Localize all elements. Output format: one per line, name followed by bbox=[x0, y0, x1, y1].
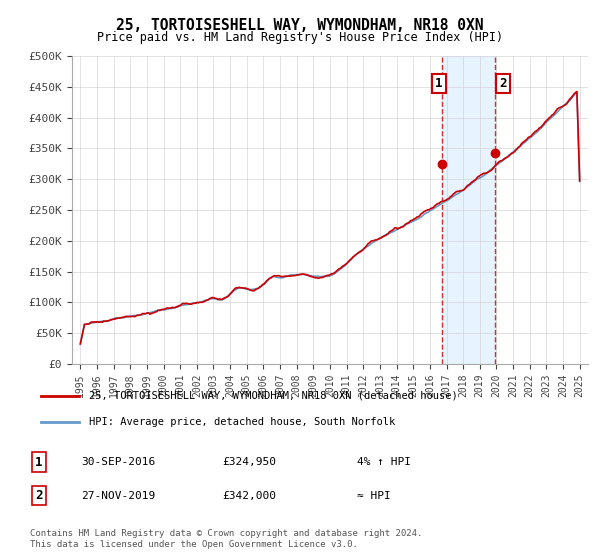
Text: 30-SEP-2016: 30-SEP-2016 bbox=[81, 457, 155, 467]
Text: HPI: Average price, detached house, South Norfolk: HPI: Average price, detached house, Sout… bbox=[89, 417, 395, 427]
Text: £342,000: £342,000 bbox=[222, 491, 276, 501]
Text: 2: 2 bbox=[499, 77, 507, 90]
Text: 1: 1 bbox=[435, 77, 443, 90]
Text: 4% ↑ HPI: 4% ↑ HPI bbox=[357, 457, 411, 467]
Text: Contains HM Land Registry data © Crown copyright and database right 2024.
This d: Contains HM Land Registry data © Crown c… bbox=[30, 529, 422, 549]
Bar bbox=[442, 56, 495, 364]
Text: £324,950: £324,950 bbox=[222, 457, 276, 467]
Text: Price paid vs. HM Land Registry's House Price Index (HPI): Price paid vs. HM Land Registry's House … bbox=[97, 31, 503, 44]
Text: 25, TORTOISESHELL WAY, WYMONDHAM, NR18 0XN: 25, TORTOISESHELL WAY, WYMONDHAM, NR18 0… bbox=[116, 18, 484, 33]
Text: 25, TORTOISESHELL WAY, WYMONDHAM, NR18 0XN (detached house): 25, TORTOISESHELL WAY, WYMONDHAM, NR18 0… bbox=[89, 391, 458, 401]
Text: 27-NOV-2019: 27-NOV-2019 bbox=[81, 491, 155, 501]
Text: ≈ HPI: ≈ HPI bbox=[357, 491, 391, 501]
Text: 2: 2 bbox=[35, 489, 43, 502]
Text: 1: 1 bbox=[35, 455, 43, 469]
